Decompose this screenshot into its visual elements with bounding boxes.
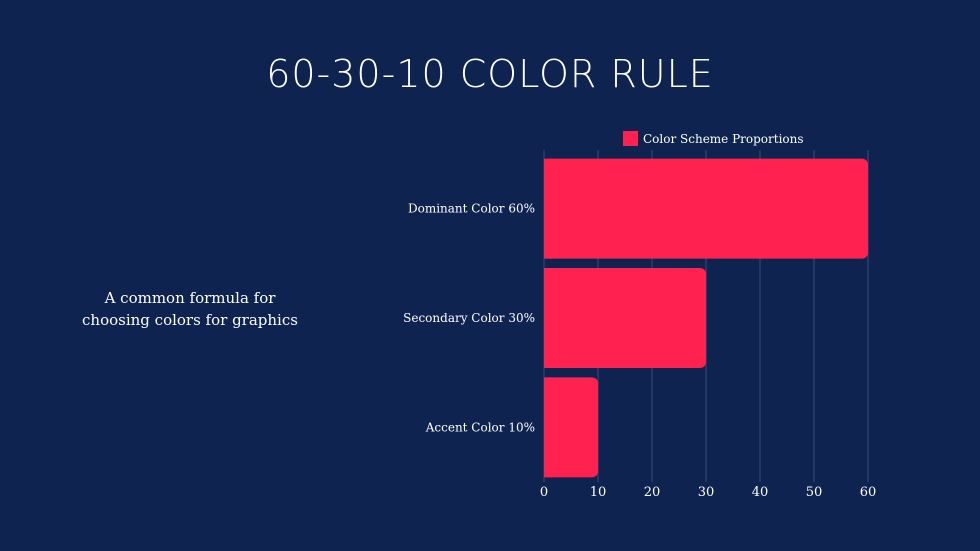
- bars: [544, 158, 868, 478]
- x-tick-label: 60: [860, 485, 877, 500]
- legend-label: Color Scheme Proportions: [643, 132, 804, 146]
- category-label: Dominant Color 60%: [408, 202, 535, 216]
- x-tick-label: 40: [752, 485, 769, 500]
- category-label: Accent Color 10%: [425, 420, 535, 434]
- x-tick-labels: 0 10 20 30 40 50 60: [540, 485, 876, 500]
- x-tick-label: 10: [590, 485, 607, 500]
- slide-subtitle: A common formula for choosing colors for…: [82, 289, 298, 329]
- category-labels: Dominant Color 60% Secondary Color 30% Acc…: [403, 202, 535, 435]
- bar-left-edge: [544, 158, 552, 259]
- bar-left-edge: [544, 377, 552, 478]
- legend: Color Scheme Proportions: [623, 131, 804, 146]
- x-tick-label: 30: [698, 485, 715, 500]
- bar: [544, 268, 706, 368]
- category-label: Secondary Color 30%: [403, 311, 535, 325]
- x-tick-label: 20: [644, 485, 661, 500]
- x-tick-label: 0: [540, 485, 548, 500]
- slide-title: 60-30-10 COLOR RULE: [266, 52, 714, 96]
- bar: [544, 377, 598, 478]
- legend-swatch: [623, 131, 638, 146]
- x-tick-label: 50: [806, 485, 823, 500]
- bar-left-edge: [544, 268, 552, 368]
- bar: [544, 158, 868, 259]
